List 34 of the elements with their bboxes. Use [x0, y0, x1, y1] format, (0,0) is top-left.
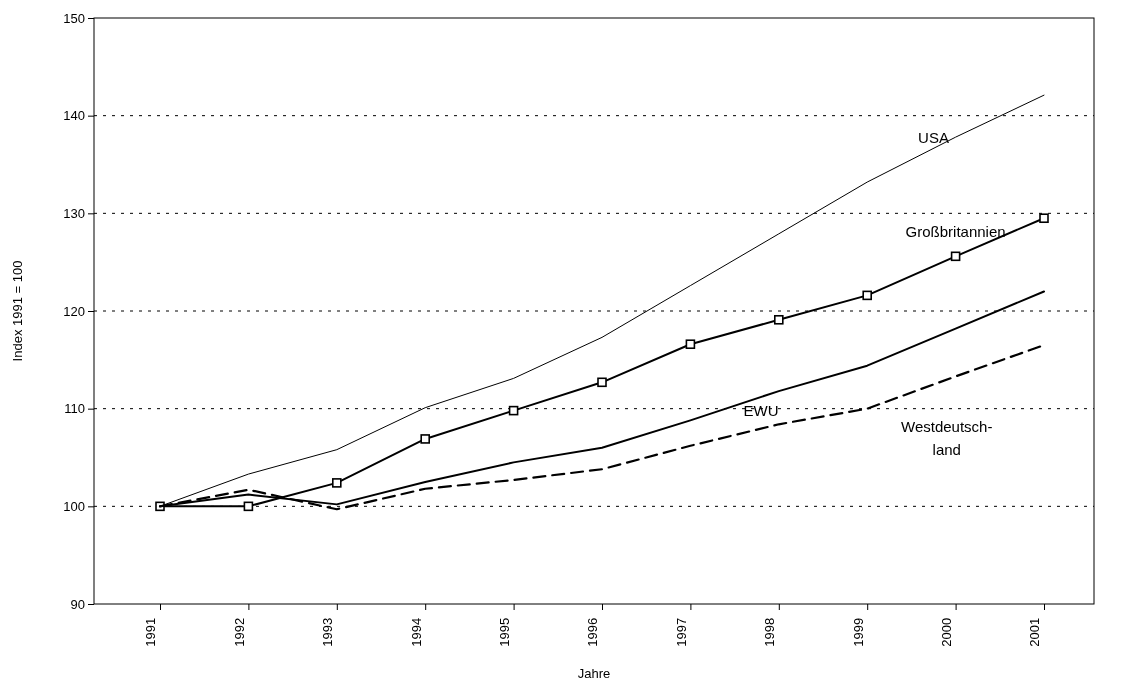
series-label: EWU [743, 401, 779, 419]
point [685, 339, 696, 350]
x-tick-label: 2001 [1027, 617, 1043, 647]
series-label: Westdeutsch-land [901, 418, 993, 458]
y-tick-label: 110 [64, 401, 85, 417]
x-tick-label: 1992 [231, 617, 247, 647]
point [950, 251, 961, 262]
series-label: USA [918, 129, 949, 147]
x-tick-label: 1997 [673, 617, 689, 647]
x-tick-label: 1994 [408, 617, 424, 647]
series-label: Großbritannien [905, 222, 1006, 240]
point [774, 314, 784, 325]
x-axis-title: Jahre [577, 666, 611, 681]
x-tick-label: 2000 [938, 617, 954, 647]
y-axis-title: Index 1991 = 100 [10, 260, 25, 362]
point [243, 501, 254, 512]
y-tick-label: 130 [63, 205, 85, 221]
y-tick-label: 90 [70, 596, 85, 612]
point [332, 478, 342, 488]
y-tick-label: 100 [63, 498, 85, 514]
x-tick-label: 1996 [585, 617, 601, 647]
x-tick-label: 1998 [762, 617, 778, 647]
point [508, 405, 519, 416]
y-tick-label: 150 [63, 10, 85, 26]
point [597, 377, 607, 388]
point [1039, 213, 1049, 224]
y-tick-label: 140 [63, 108, 85, 124]
x-tick-label: 1999 [850, 617, 866, 647]
y-tick-label: 120 [63, 303, 85, 319]
x-tick-label: 1993 [320, 617, 336, 647]
point [420, 434, 430, 444]
x-tick-label: 1991 [143, 617, 159, 647]
x-tick-label: 1995 [496, 617, 512, 647]
point [862, 290, 872, 301]
